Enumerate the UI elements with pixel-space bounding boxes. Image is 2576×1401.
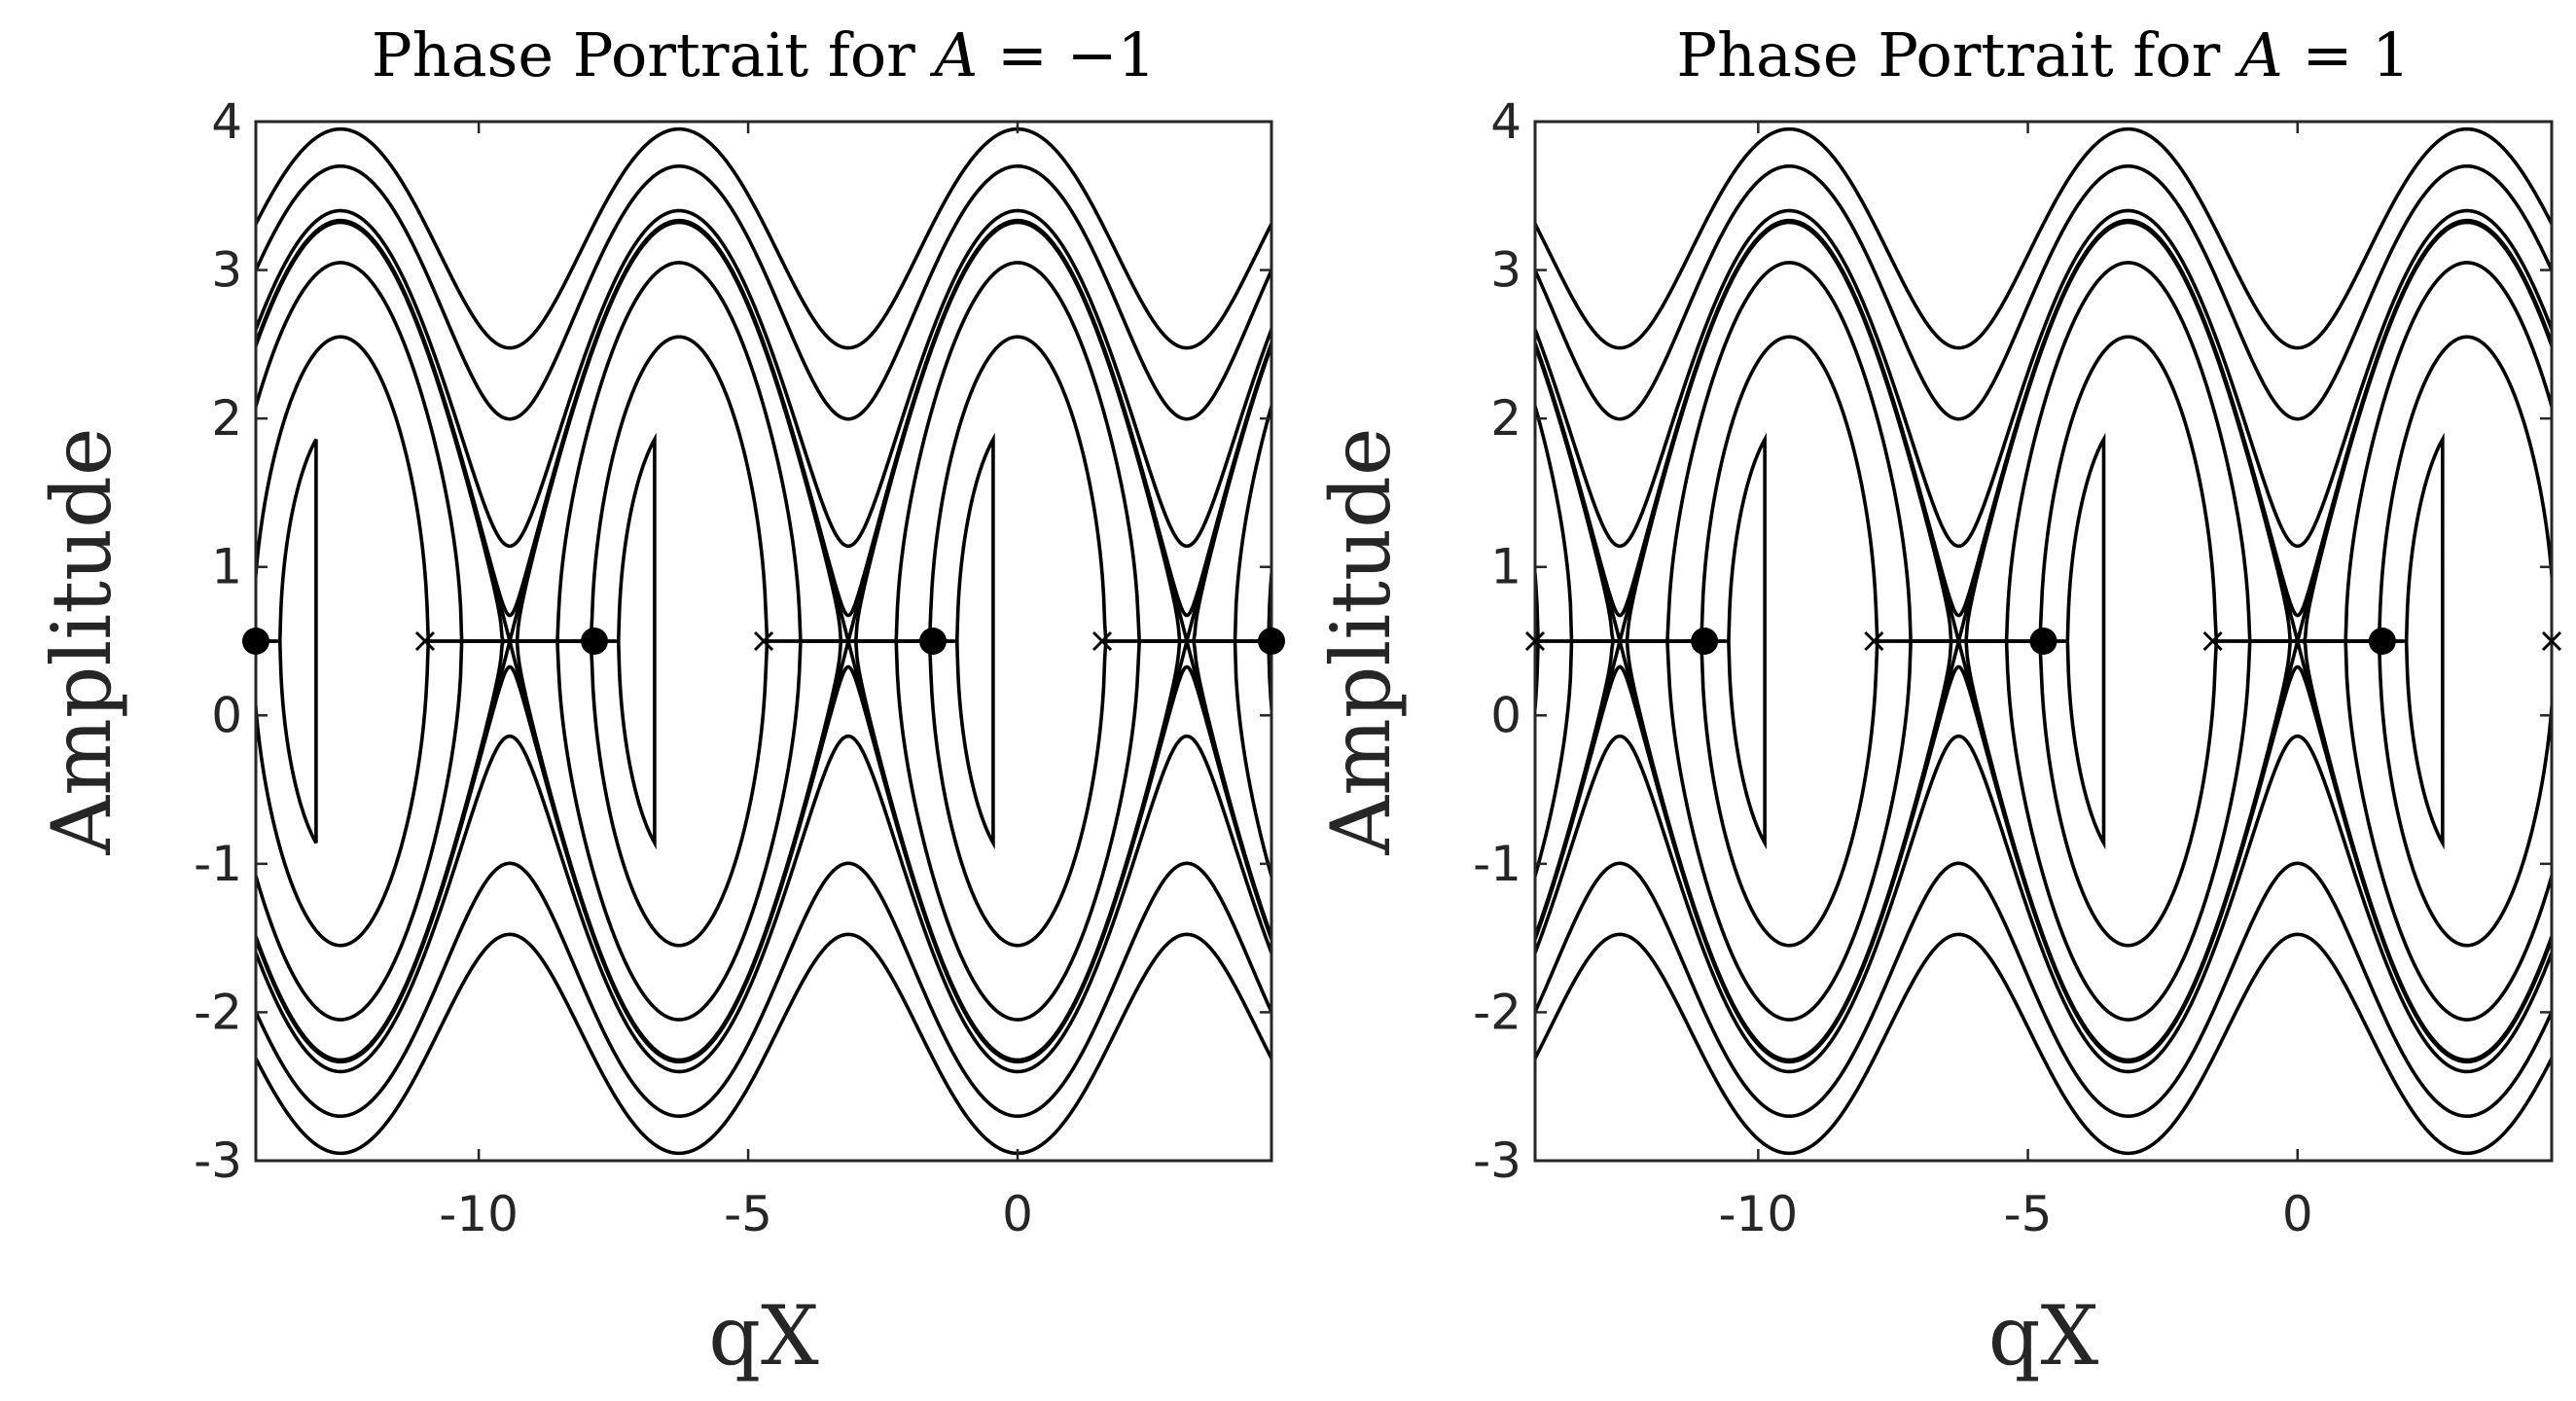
- left-center-point-1: [581, 628, 608, 655]
- right-y-tick-label-0: -3: [1473, 1132, 1521, 1189]
- left-panel-title: Phase Portrait for A = −1: [372, 19, 1156, 90]
- right-near-separatrix-upper: [1535, 220, 2552, 643]
- left-lower-open-orbit-4: [256, 932, 1271, 1156]
- right-x-tick-label-1: -5: [2004, 1186, 2053, 1242]
- right-saddle-point-2: [2202, 630, 2223, 652]
- left-x-tick-label-0: -10: [439, 1186, 519, 1242]
- right-near-separatrix-lower: [1535, 639, 2552, 1062]
- left-upper-open-orbit-2: [256, 208, 1271, 549]
- left-plot-area: [256, 126, 1271, 1156]
- right-plot-area: [1535, 126, 2552, 1156]
- left-closed-orbit-c0-1: [256, 438, 318, 844]
- left-y-tick-label-6: 3: [211, 242, 242, 299]
- left-x-axis-label: qX: [708, 1288, 819, 1383]
- right-upper-open-orbit-4: [1535, 126, 2552, 350]
- left-lower-open-orbit-2: [256, 734, 1271, 1074]
- left-center-point-3: [1258, 628, 1285, 655]
- right-y-tick-label-6: 3: [1490, 242, 1521, 299]
- left-center-point-0: [242, 628, 269, 655]
- left-near-separatrix-upper: [256, 220, 1271, 643]
- right-upper-open-orbit-3: [1535, 163, 2552, 421]
- left-y-tick-label-7: 4: [211, 93, 242, 150]
- left-saddle-point-2: [1091, 630, 1113, 652]
- right-panel-title: Phase Portrait for A = 1: [1676, 19, 2410, 90]
- left-closed-orbit-c2-1: [873, 432, 995, 850]
- left-upper-open-orbit-3: [256, 163, 1271, 421]
- right-closed-orbit-c1-1: [1983, 432, 2106, 850]
- left-lower-open-orbit-0: [256, 639, 1271, 948]
- right-equilibria: [1524, 628, 2562, 655]
- left-equilibria: [242, 628, 1285, 655]
- left-x-tick-label-1: -5: [724, 1186, 772, 1242]
- left-lower-open-orbit-3: [256, 861, 1271, 1119]
- left-closed-orbit-c3-1: [1211, 639, 1271, 643]
- right-x-axis-label: qX: [1988, 1288, 2099, 1383]
- left-upper-open-orbit-4: [256, 126, 1271, 350]
- right-x-tick-label-2: 0: [2282, 1186, 2313, 1242]
- right-saddle-point-0: [1524, 630, 1546, 652]
- left-upper-open-orbit-0: [256, 335, 1271, 643]
- right-x-ticks: -10 -5 0: [1719, 122, 2313, 1242]
- left-x-ticks: -10 -5 0: [439, 122, 1033, 1242]
- right-lower-open-orbit-1: [1535, 639, 2552, 1022]
- right-y-axis-label: Amplitude: [1313, 427, 1409, 855]
- left-y-tick-label-0: -3: [194, 1132, 242, 1189]
- right-y-tick-label-5: 2: [1490, 390, 1521, 447]
- right-y-tick-label-1: -2: [1473, 984, 1521, 1040]
- right-closed-orbit-c0-1: [1644, 432, 1767, 850]
- left-saddle-point-1: [753, 630, 774, 652]
- left-lower-open-orbit-1: [256, 639, 1271, 1022]
- right-phase-portrait-panel: Phase Portrait for A = 1 -10 -5 0 -3-2-101…: [1313, 19, 2562, 1383]
- right-y-tick-label-2: -1: [1473, 836, 1521, 892]
- right-upper-open-orbit-2: [1535, 208, 2552, 549]
- left-y-tick-label-2: -1: [194, 836, 242, 892]
- right-lower-open-orbit-3: [1535, 861, 2552, 1119]
- left-upper-open-orbit-1: [256, 261, 1271, 643]
- right-center-point-1: [2029, 628, 2057, 655]
- right-upper-open-orbit-1: [1535, 261, 2552, 643]
- right-y-tick-label-3: 0: [1490, 687, 1521, 743]
- left-closed-orbit-c1-1: [534, 432, 657, 850]
- right-saddle-point-3: [2541, 630, 2562, 652]
- left-y-tick-label-4: 1: [211, 539, 242, 595]
- left-y-tick-label-5: 2: [211, 390, 242, 447]
- right-lower-open-orbit-4: [1535, 932, 2552, 1156]
- left-center-point-2: [919, 628, 947, 655]
- left-y-axis-label: Amplitude: [34, 427, 129, 855]
- left-near-separatrix-lower: [256, 639, 1271, 1062]
- left-saddle-point-0: [414, 630, 436, 652]
- right-x-tick-label-0: -10: [1719, 1186, 1799, 1242]
- right-closed-orbit-c2-1: [2321, 432, 2445, 850]
- right-center-point-2: [2368, 628, 2396, 655]
- right-lower-open-orbit-2: [1535, 734, 2552, 1074]
- left-phase-portrait-panel: Phase Portrait for A = −1 -10 -5 0 -3-2-10…: [34, 19, 1285, 1383]
- right-y-tick-label-7: 4: [1490, 93, 1521, 150]
- left-x-tick-label-2: 0: [1002, 1186, 1033, 1242]
- left-y-ticks: -3 -2 -1 0 1 2 3 4: [194, 93, 1271, 1189]
- right-center-point-0: [1691, 628, 1719, 655]
- right-saddle-point-1: [1864, 630, 1884, 652]
- left-y-tick-label-1: -2: [194, 984, 242, 1040]
- right-y-tick-label-4: 1: [1490, 539, 1521, 595]
- left-y-tick-label-3: 0: [211, 687, 242, 743]
- right-y-ticks: -3 -2 -1 0 1 2 3 4: [1473, 93, 2552, 1189]
